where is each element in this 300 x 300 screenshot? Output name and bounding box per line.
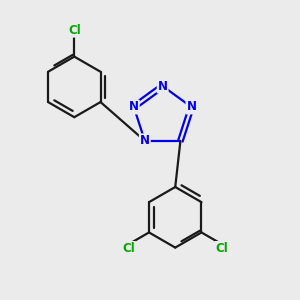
Text: N: N (129, 100, 139, 113)
Text: N: N (158, 80, 168, 93)
Text: N: N (140, 134, 150, 147)
Text: Cl: Cl (68, 24, 81, 37)
Text: Cl: Cl (122, 242, 135, 255)
Text: Cl: Cl (215, 242, 228, 255)
Text: N: N (186, 100, 197, 113)
